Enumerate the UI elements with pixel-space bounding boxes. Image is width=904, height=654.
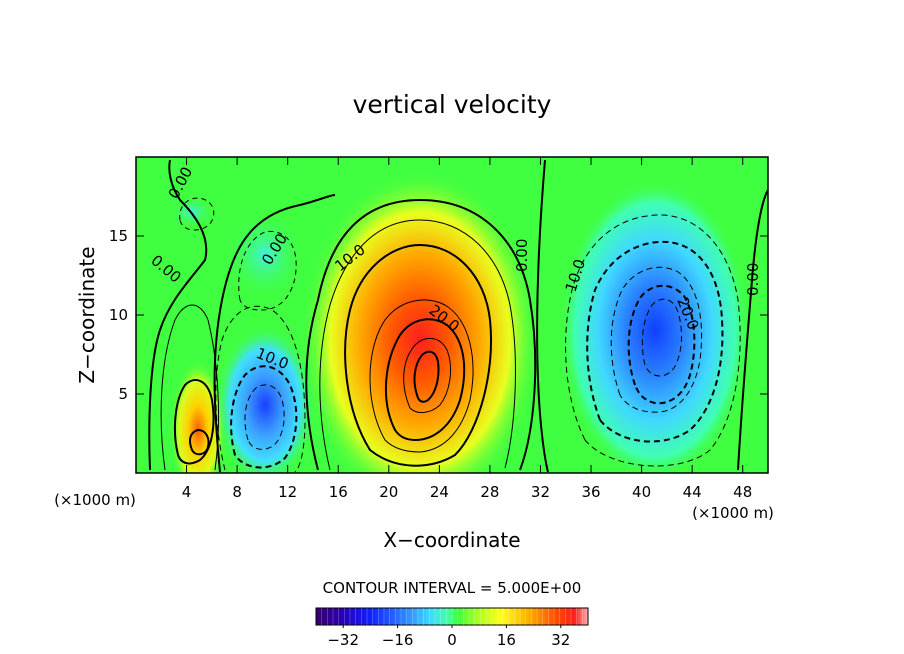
weak-downdraft-fill (225, 210, 305, 300)
contour-downdraft (565, 214, 741, 467)
contour-downdraft-top (179, 197, 215, 231)
x-axis-label: X−coordinate (383, 528, 520, 552)
colorbar-tick-label: 0 (447, 631, 457, 649)
x-tick-label: 28 (480, 483, 499, 501)
x-tick-label: 36 (581, 483, 600, 501)
colorbar-ticks: −32 −16 0 16 32 (327, 625, 570, 649)
velocity-field (136, 157, 768, 473)
contour-label: 0.00 (744, 263, 762, 296)
y-tick-label: 5 (118, 385, 128, 403)
contour-downdraft (586, 240, 724, 443)
downdraft-fill-small (215, 325, 315, 473)
contour-updraft-30 (413, 350, 440, 403)
contour-lines (148, 159, 768, 473)
colorbar-tick-label: −32 (327, 631, 359, 649)
contour-downdraft-small (244, 384, 285, 450)
x-tick-label: 16 (329, 483, 348, 501)
updraft-fill-main (300, 170, 540, 473)
contour-small-updraft-outer (160, 304, 219, 471)
x-tick-label: 44 (683, 483, 702, 501)
x-tick-label: 8 (232, 483, 242, 501)
contour-downdraft-small (230, 365, 298, 469)
contour-label: 0.00 (513, 239, 531, 272)
x-tick-label: 20 (379, 483, 398, 501)
x-tick-label: 4 (182, 483, 192, 501)
contour-updraft-5 (319, 219, 516, 471)
y-tick-label: 15 (109, 227, 128, 245)
contour-downdraft (641, 298, 682, 377)
x-tick-label: 12 (278, 483, 297, 501)
contour-zero (148, 159, 208, 471)
chart-title: vertical velocity (353, 90, 552, 119)
downdraft-fill-main (560, 180, 750, 473)
contour-updraft-25 (403, 337, 451, 413)
x-unit-left: (×1000 m) (54, 491, 136, 509)
x-tick-label: 48 (733, 483, 752, 501)
colorbar-tick-label: −16 (382, 631, 414, 649)
x-tick-label: 32 (531, 483, 550, 501)
contour-zero (737, 189, 768, 471)
y-axis-label: Z−coordinate (75, 246, 99, 383)
contour-zero (536, 159, 549, 473)
contour-interval: CONTOUR INTERVAL = 5.000E+00 (323, 579, 582, 597)
contour-small-updraft-inner (189, 428, 210, 456)
colorbar-tick-label: 32 (551, 631, 570, 649)
contour-updraft-15 (369, 299, 474, 453)
colorbar-tick-label: 16 (497, 631, 516, 649)
colorbar-cells (321, 608, 583, 625)
contour-downdraft-upper (238, 230, 297, 311)
x-tick-label: 40 (632, 483, 651, 501)
y-axis: 5 10 15 (109, 227, 768, 403)
contour-zero (213, 194, 336, 473)
y-tick-label: 10 (109, 306, 128, 324)
contour-small-updraft (173, 379, 215, 465)
contour-updraft-20 (385, 318, 466, 442)
contour-downdraft (610, 266, 703, 413)
contour-downdraft (627, 284, 696, 405)
x-axis: 4 8 12 16 20 24 28 32 36 40 44 48 (182, 157, 752, 501)
contour-updraft-10 (344, 243, 492, 467)
contour-zero (305, 198, 537, 471)
x-unit-right: (×1000 m) (692, 504, 774, 522)
x-tick-label: 24 (430, 483, 449, 501)
